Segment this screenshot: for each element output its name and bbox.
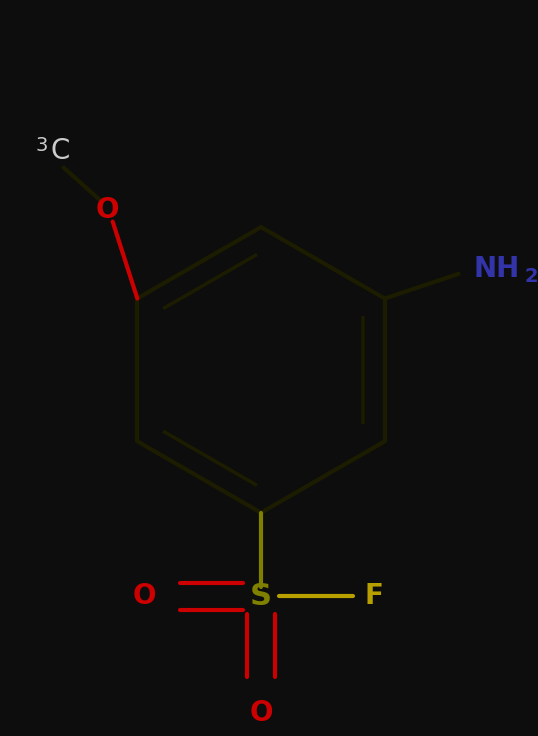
Text: 3: 3 xyxy=(36,136,48,155)
Text: NH: NH xyxy=(473,255,520,283)
Text: S: S xyxy=(250,582,272,611)
Text: 2: 2 xyxy=(525,267,538,286)
Text: C: C xyxy=(51,137,70,165)
Text: O: O xyxy=(249,698,273,726)
Text: F: F xyxy=(364,582,383,610)
Text: O: O xyxy=(96,196,119,224)
Text: O: O xyxy=(133,582,157,610)
